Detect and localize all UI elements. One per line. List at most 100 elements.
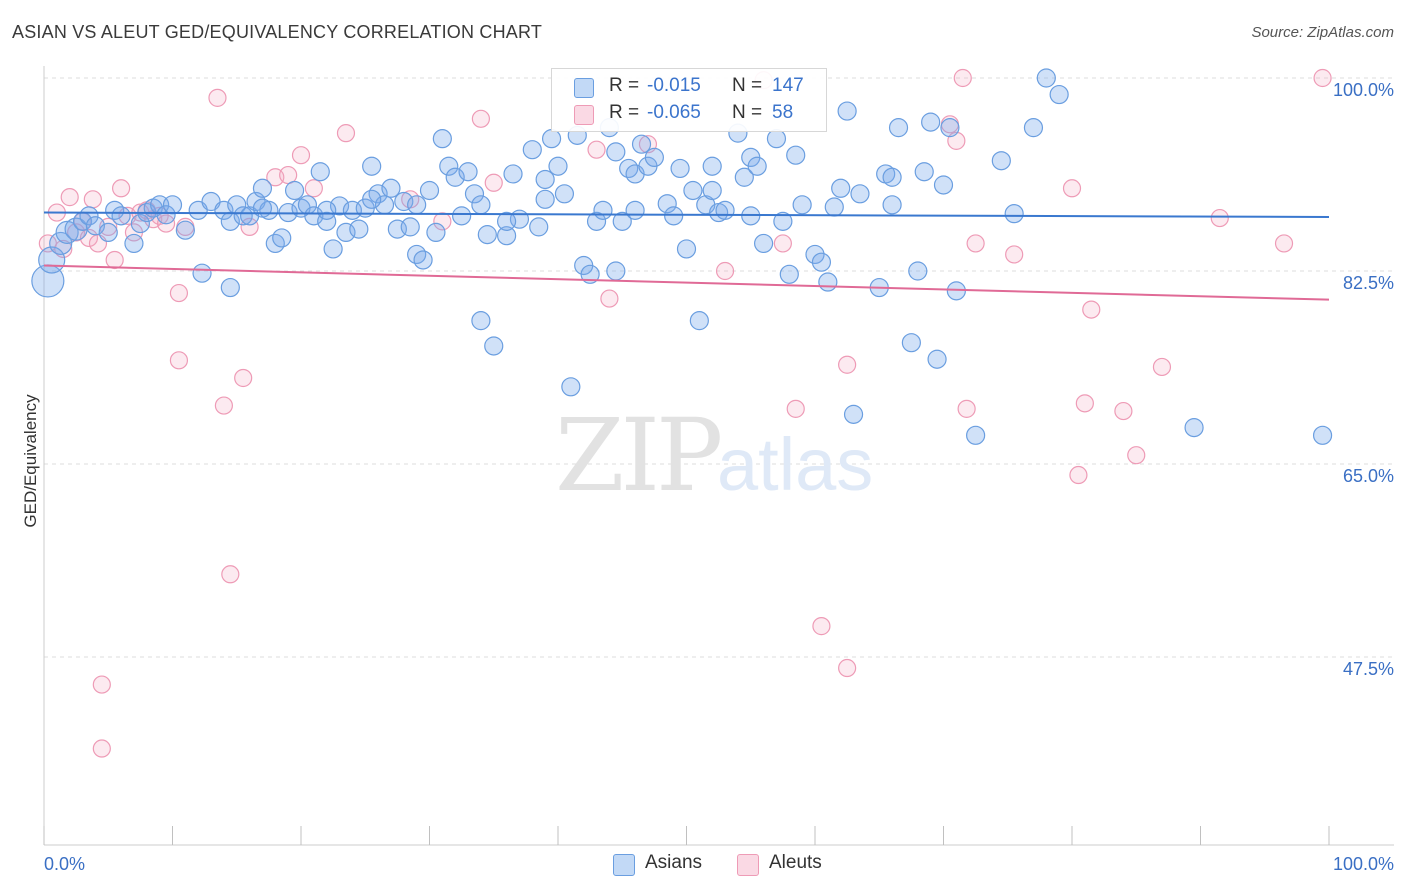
trend-lines	[43, 211, 1330, 301]
y-tick-labels: 47.5% 65.0% 82.5% 100.0%	[1333, 80, 1394, 679]
aleut-point	[234, 368, 253, 388]
asian-point	[644, 147, 664, 168]
aleut-point	[111, 179, 131, 198]
asian-point	[497, 226, 517, 246]
y-tick-label: 100.0%	[1333, 80, 1394, 100]
aleut-legend-swatch	[737, 854, 759, 876]
asian-point	[850, 184, 870, 204]
aleut-point	[214, 396, 233, 415]
aleut-series	[38, 68, 1332, 758]
asian-point	[991, 151, 1011, 171]
asian-point	[940, 118, 960, 138]
asian-point	[837, 101, 857, 121]
aleut-swatch	[574, 105, 594, 125]
aleut-point	[1127, 446, 1146, 465]
aleut-point	[60, 188, 79, 207]
asian-point	[535, 189, 555, 209]
watermark-atlas: atlas	[717, 423, 873, 506]
asian-point	[702, 156, 722, 176]
asian-point	[612, 211, 632, 231]
asian-legend-swatch	[613, 854, 635, 876]
asian-point	[1184, 418, 1204, 438]
axes	[43, 66, 1394, 846]
asian-point	[162, 195, 183, 215]
asian-point	[317, 211, 337, 231]
asian-point	[323, 239, 343, 259]
asian-point	[927, 349, 947, 369]
asian-point	[130, 213, 150, 234]
aleut-point	[83, 190, 102, 209]
asian-point	[933, 175, 954, 195]
asian-point	[98, 222, 118, 242]
aleut-point	[1082, 300, 1101, 319]
aleut-point	[1075, 394, 1094, 413]
asian-point	[882, 195, 902, 215]
asian-point	[747, 156, 767, 176]
asian-point	[1023, 118, 1044, 138]
asian-point	[766, 129, 787, 149]
asian-point	[329, 196, 350, 216]
asian-point	[175, 220, 195, 240]
aleut-point	[715, 261, 735, 281]
asian-point	[1049, 84, 1069, 105]
asian-point	[541, 129, 562, 149]
asian-point	[233, 206, 253, 226]
aleut-point	[1005, 245, 1024, 264]
aleut-point	[966, 234, 985, 253]
asian-point	[734, 167, 754, 187]
asian-point	[362, 156, 382, 176]
asian-point	[805, 244, 825, 265]
aleut-point	[92, 675, 111, 694]
asian-point	[715, 200, 735, 220]
aleut-point	[1062, 179, 1082, 198]
x-tick-label-max: 100.0%	[1333, 854, 1394, 874]
asian-point	[606, 142, 626, 162]
aleut-point	[169, 351, 189, 370]
aleut-point	[304, 179, 323, 198]
legend-r-label: R =	[609, 102, 640, 123]
asian-point	[432, 129, 452, 149]
asian-point	[561, 377, 581, 397]
aleut-point	[484, 173, 503, 192]
asian-point	[381, 178, 401, 198]
asian-point	[317, 200, 337, 220]
aleut-point	[54, 239, 73, 259]
asian-point	[497, 211, 517, 231]
legend-n-label: N =	[732, 102, 763, 123]
aleut-point	[838, 658, 857, 678]
aleut-point	[92, 739, 111, 758]
asian-point	[426, 222, 446, 242]
asian-point	[452, 206, 472, 226]
asian-point	[554, 184, 575, 204]
asian-legend-label: Asians	[645, 852, 703, 873]
chart-title: ASIAN VS ALEUT GED/EQUIVALENCY CORRELATI…	[12, 22, 543, 42]
asian-point	[220, 277, 240, 298]
asian-point	[676, 239, 697, 259]
asian-point	[458, 162, 478, 182]
aleut-point	[1274, 234, 1294, 253]
aleut-point	[953, 68, 972, 88]
watermark: ZIP atlas	[555, 397, 873, 514]
asian-point	[529, 217, 549, 237]
asian-point	[792, 195, 812, 215]
legend-n-value: 58	[772, 102, 794, 123]
asian-point	[657, 194, 677, 214]
asian-point	[753, 233, 774, 254]
asian-point	[818, 272, 838, 292]
asian-point	[631, 134, 652, 154]
asian-point	[779, 264, 799, 284]
y-tick-label: 82.5%	[1343, 273, 1394, 293]
asian-point	[901, 333, 921, 353]
y-tick-label: 47.5%	[1343, 659, 1394, 679]
asian-point	[664, 206, 684, 226]
asian-point	[966, 425, 986, 445]
asian-point	[824, 197, 844, 217]
asian-point	[683, 180, 703, 201]
aleut-point	[1313, 68, 1332, 88]
y-axis-label: GED/Equivalency	[21, 394, 40, 528]
asian-point	[439, 156, 459, 176]
aleut-point	[336, 124, 356, 143]
aleut-trend-line	[43, 264, 1330, 301]
aleut-point	[1152, 357, 1172, 377]
asian-point	[477, 225, 497, 245]
